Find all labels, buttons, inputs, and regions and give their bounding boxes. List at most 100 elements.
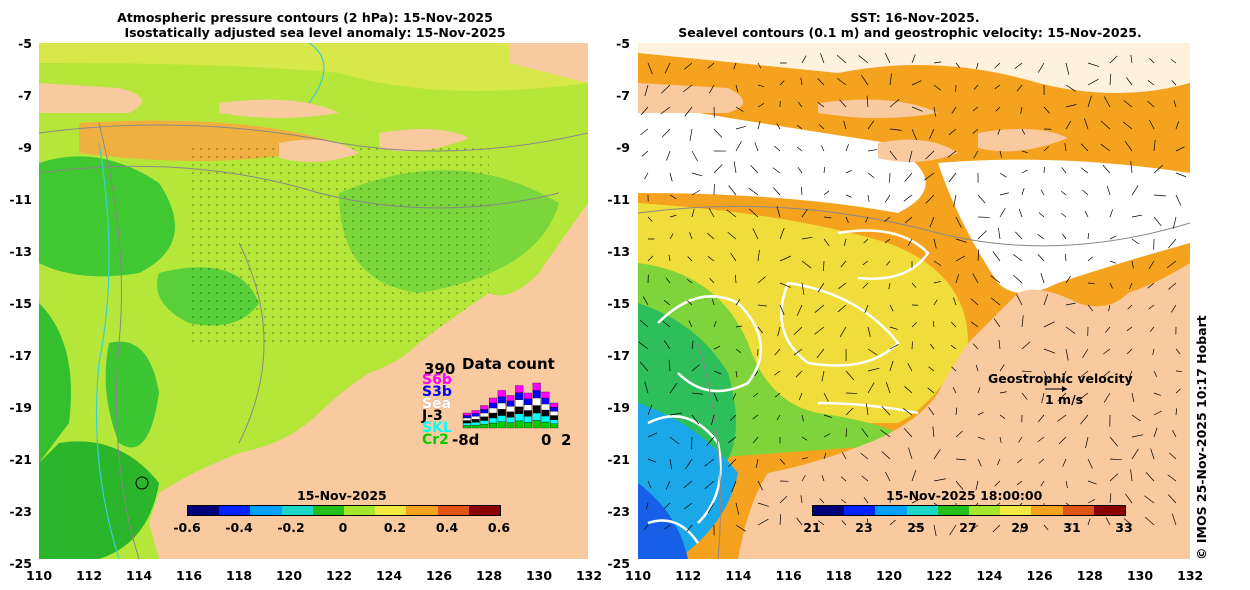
velocity-arrow [707,502,715,513]
velocity-arrow [1013,254,1023,262]
velocity-arrow [1169,452,1177,460]
velocity-legend-label: Geostrophic velocity [988,371,1133,386]
velocity-arrow [839,99,847,108]
velocity-arrow [1057,414,1067,422]
anomaly-patch [39,303,71,463]
velocity-arrow [837,78,847,86]
velocity-arrow [999,192,1009,196]
velocity-arrow [1122,121,1133,130]
velocity-arrow [1109,73,1112,86]
data-count-bar-segment [515,392,524,400]
velocity-arrow [686,524,693,532]
velocity-arrow [661,84,671,94]
velocity-arrow [823,414,832,418]
velocity-arrow [998,339,1001,350]
data-count-bar-segment [497,390,506,397]
velocity-arrow [1065,302,1076,306]
velocity-arrow [1175,388,1181,394]
velocity-arrow [1152,348,1155,355]
velocity-arrow [998,227,1001,240]
velocity-arrow [1043,370,1050,382]
velocity-arrow [1103,348,1111,355]
velocity-arrow [977,387,981,394]
data-count-bar-segment [480,424,489,429]
velocity-arrow [977,436,985,440]
colorbar-tick-label: 31 [1063,520,1081,535]
data-count-bar-segment [532,397,541,406]
velocity-arrow [1130,469,1133,482]
velocity-arrow [1175,194,1182,206]
velocity-arrow [861,428,869,438]
velocity-arrow [1131,185,1139,196]
velocity-arrow [1040,272,1045,284]
velocity-arrow [907,363,913,372]
velocity-arrow [955,238,967,243]
data-count-bar-segment [462,420,471,424]
velocity-arrow [993,318,1001,328]
velocity-arrow [885,471,891,482]
velocity-arrow [757,62,762,69]
velocity-arrow [669,383,678,394]
velocity-arrow [1084,211,1089,218]
velocity-arrow [823,260,825,272]
velocity-arrow [1043,348,1056,354]
data-count-bar-segment [497,402,506,410]
data-count-bar-segment [506,411,515,418]
velocity-arrow [707,232,715,240]
velocity-arrow [925,150,935,160]
velocity-arrow [889,344,899,350]
velocity-arrow [1087,282,1095,284]
velocity-arrow [779,227,785,240]
velocity-arrow [1109,282,1113,289]
velocity-arrow [793,326,803,335]
velocity-arrow [1129,282,1133,290]
velocity-arrow [949,524,957,536]
velocity-arrow [1040,480,1045,487]
velocity-arrow [1130,161,1133,174]
velocity-arrow [1171,304,1177,313]
velocity-arrow [683,84,693,93]
velocity-arrow [845,170,852,174]
velocity-arrow [727,231,737,240]
velocity-arrow [925,194,935,204]
colorbar-swatch [844,506,876,515]
velocity-arrow [976,62,979,70]
x-tick-label: 122 [325,568,353,583]
velocity-arrow [753,392,759,398]
velocity-arrow [889,326,898,330]
velocity-arrow [861,475,869,482]
velocity-arrow [752,436,759,444]
velocity-arrow [933,61,942,64]
velocity-arrow [1082,189,1089,196]
cloud-mask [938,159,1190,293]
velocity-arrow [1153,410,1162,416]
velocity-arrow [1061,167,1067,174]
velocity-arrow [639,361,649,372]
velocity-arrow [664,524,671,530]
velocity-arrow [801,457,809,460]
velocity-arrow [845,144,849,152]
data-count-bar-segment [471,416,480,420]
velocity-arrow [707,256,715,262]
velocity-arrow [818,124,825,130]
velocity-arrow [642,296,649,306]
data-count-x-zero: 0 [541,431,552,449]
velocity-arrow [929,216,935,228]
velocity-arrow [669,214,677,218]
velocity-arrow [665,277,671,284]
data-count-bar-segment [541,397,550,405]
velocity-arrow [669,233,674,240]
velocity-arrow [842,452,847,460]
data-count-bar-segment [550,411,559,416]
y-tick-label: -25 [607,556,630,571]
velocity-arrow [779,282,791,288]
right-colorbar-title: 15-Nov-2025 18:00:00 [886,488,1043,503]
velocity-arrow [1016,480,1023,486]
velocity-arrow [1170,59,1177,64]
data-count-bar-segment [489,397,498,404]
colorbar-swatch [813,506,845,515]
velocity-arrow [953,297,957,306]
velocity-arrow [691,172,703,177]
velocity-arrow [707,62,715,69]
velocity-arrow [668,254,671,262]
